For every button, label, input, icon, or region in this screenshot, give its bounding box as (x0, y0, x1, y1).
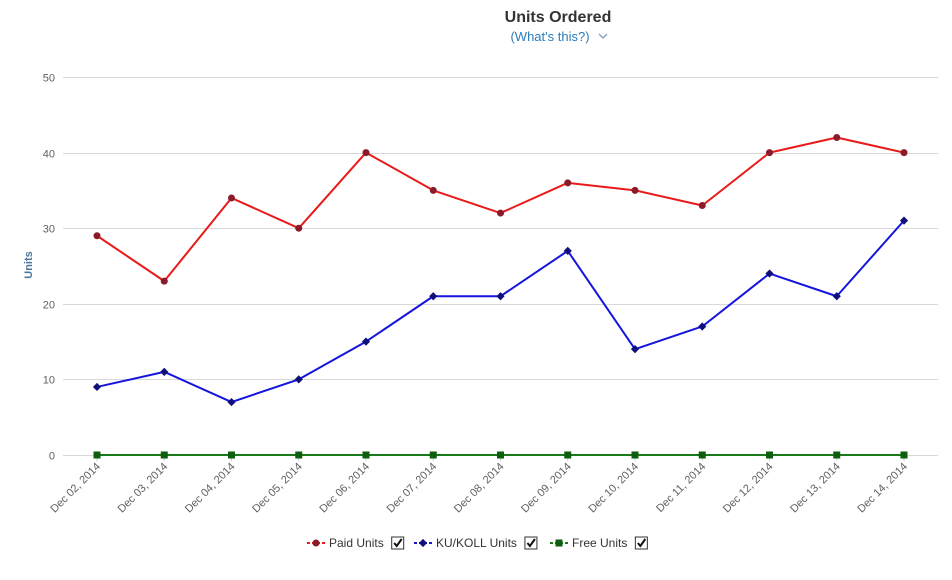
data-point (429, 292, 438, 301)
data-point (93, 451, 101, 459)
x-tick-label: Dec 12, 2014 (721, 461, 776, 516)
data-point (160, 451, 168, 459)
series-ku-koll-units (92, 216, 909, 407)
data-point (766, 149, 773, 157)
data-point (160, 367, 169, 376)
data-point (698, 451, 706, 459)
data-point (563, 246, 572, 255)
data-point (564, 179, 572, 187)
data-point (564, 451, 572, 459)
legend-item-ku-koll-units[interactable]: KU/KOLL Units (414, 536, 538, 550)
legend-marker-icon (312, 539, 320, 547)
gridlines (63, 77, 938, 456)
series-free-units (93, 451, 908, 459)
data-point (833, 451, 841, 459)
data-point (900, 451, 908, 459)
data-point (631, 451, 639, 459)
data-point (631, 186, 639, 194)
legend-label: Paid Units (329, 536, 384, 550)
data-point (832, 292, 841, 301)
y-tick-label: 40 (43, 149, 55, 161)
whats-this-label[interactable]: (What's this?) (510, 29, 589, 44)
data-point (496, 292, 505, 301)
y-tick-label: 0 (49, 451, 55, 463)
data-point (228, 194, 235, 202)
x-tick-label: Dec 08, 2014 (452, 461, 507, 516)
data-point (497, 451, 504, 459)
data-point (361, 337, 371, 346)
series-paid-units (93, 133, 908, 285)
y-axis: 0 10 20 30 40 50 (43, 73, 55, 463)
x-tick-label: Dec 13, 2014 (788, 461, 843, 516)
x-tick-label: Dec 14, 2014 (855, 461, 910, 516)
series-line (96, 136, 905, 283)
whats-this-link[interactable]: (What's this?) (510, 29, 608, 44)
x-tick-label: Dec 03, 2014 (116, 461, 171, 516)
checkmark-icon (393, 538, 403, 548)
y-tick-label: 10 (43, 375, 55, 387)
x-tick-label: Dec 05, 2014 (250, 461, 305, 516)
data-point (698, 322, 707, 331)
legend-checkbox[interactable] (524, 536, 538, 550)
data-point (899, 216, 909, 225)
legend: Paid Units KU/KOLL Units Free Units (307, 536, 648, 550)
y-tick-label: 20 (43, 300, 55, 312)
series-line (96, 219, 905, 404)
legend-marker-icon (555, 539, 563, 547)
x-tick-label: Dec 04, 2014 (183, 461, 238, 516)
y-axis-label: Units (23, 251, 35, 279)
data-point (900, 149, 908, 157)
data-point (160, 277, 168, 285)
data-point (429, 451, 437, 459)
y-tick-label: 50 (43, 73, 55, 85)
data-point (93, 232, 101, 240)
x-tick-label: Dec 07, 2014 (385, 461, 440, 516)
x-tick-label: Dec 09, 2014 (519, 461, 574, 516)
legend-item-free-units[interactable]: Free Units (550, 536, 648, 550)
data-point (698, 202, 706, 210)
data-point (765, 269, 774, 278)
series (92, 133, 909, 459)
legend-marker-icon (418, 538, 428, 548)
data-point (228, 451, 235, 459)
data-point (362, 451, 370, 459)
data-point (92, 382, 102, 392)
x-tick-label: Dec 02, 2014 (48, 461, 103, 516)
legend-checkbox[interactable] (634, 536, 648, 550)
checkmark-icon (526, 538, 536, 548)
data-point (630, 345, 640, 354)
x-tick-label: Dec 06, 2014 (317, 461, 372, 516)
x-tick-label: Dec 11, 2014 (654, 461, 708, 515)
legend-label: KU/KOLL Units (436, 536, 517, 550)
chart-title: Units Ordered (505, 9, 612, 26)
data-point (362, 149, 370, 157)
data-point (294, 375, 303, 384)
legend-label: Free Units (572, 536, 627, 550)
y-tick-label: 30 (43, 224, 55, 236)
data-point (497, 209, 504, 217)
data-point (429, 186, 437, 194)
legend-checkbox[interactable] (391, 536, 405, 550)
x-axis: Dec 02, 2014 Dec 03, 2014 Dec 04, 2014 Dec … (48, 455, 910, 515)
legend-item-paid-units[interactable]: Paid Units (307, 536, 405, 550)
data-point (295, 451, 303, 459)
data-point (295, 224, 303, 232)
data-point (227, 397, 236, 407)
chevron-down-icon[interactable] (598, 33, 608, 40)
x-tick-label: Dec 10, 2014 (586, 461, 641, 516)
data-point (833, 133, 841, 141)
checkmark-icon (637, 538, 647, 548)
data-point (766, 451, 773, 459)
